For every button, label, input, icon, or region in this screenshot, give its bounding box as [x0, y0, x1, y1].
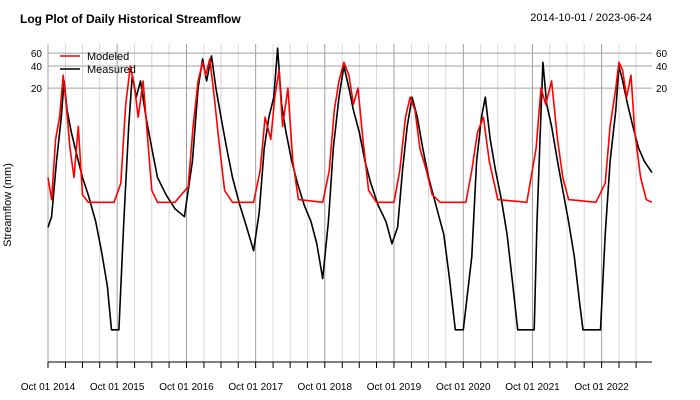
y-axis-ticks-right: 20 40 60: [656, 49, 668, 95]
y-axis-ticks-left: 20 40 60: [31, 49, 43, 95]
x-tick-label: Oct 01 2015: [90, 382, 145, 393]
y-tick-label-right: 60: [656, 49, 668, 60]
y-tick-label-right: 20: [656, 84, 668, 95]
y-tick-label-left: 40: [31, 62, 43, 73]
y-tick-label-right: 40: [656, 62, 668, 73]
x-axis-ticks: Oct 01 2014 Oct 01 2015 Oct 01 2016 Oct 01 …: [21, 362, 637, 393]
date-range-label: 2014-10-01 / 2023-06-24: [530, 12, 652, 24]
x-tick-label: Oct 01 2018: [298, 382, 353, 393]
y-tick-label-left: 60: [31, 49, 43, 60]
series-line-modeled: [47, 58, 653, 204]
legend-label-measured: Measured: [87, 64, 136, 76]
x-tick-label: Oct 01 2022: [574, 382, 629, 393]
series-lines: [47, 47, 653, 331]
x-tick-label: Oct 01 2021: [505, 382, 560, 393]
x-tick-label: Oct 01 2019: [367, 382, 422, 393]
legend: Modeled Measured: [60, 51, 136, 76]
x-tick-label: Oct 01 2020: [436, 382, 491, 393]
chart-title: Log Plot of Daily Historical Streamflow: [20, 12, 241, 26]
y-axis-label: Streamflow (mm): [2, 163, 14, 247]
x-tick-label: Oct 01 2017: [228, 382, 283, 393]
y-tick-label-left: 20: [31, 84, 43, 95]
x-tick-label: Oct 01 2014: [21, 382, 76, 393]
series-line-measured: [47, 47, 653, 331]
legend-label-modeled: Modeled: [87, 51, 129, 63]
x-tick-label: Oct 01 2016: [159, 382, 214, 393]
